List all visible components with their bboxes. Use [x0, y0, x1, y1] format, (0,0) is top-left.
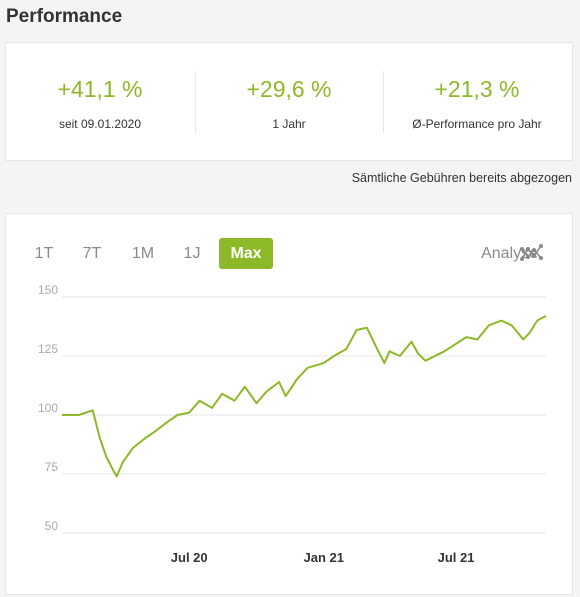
x-tick-label: Jan 21	[303, 550, 343, 565]
stat-one-year-value: +29,6 %	[246, 76, 332, 102]
y-tick-label: 150	[38, 283, 58, 297]
stat-total-value: +41,1 %	[57, 76, 143, 102]
tab-7t[interactable]: 7T	[82, 245, 102, 262]
stat-one-year: +29,6 % 1 Jahr	[195, 43, 383, 160]
stat-avg-per-year: +21,3 % Ø-Performance pro Jahr	[383, 43, 571, 160]
y-tick-label: 50	[45, 519, 59, 533]
performance-chart: 50 75 100 125 150 Jul 20 Jan 21 Jul 21	[38, 283, 547, 565]
scatter-chart-icon[interactable]	[520, 242, 544, 264]
tab-max[interactable]: Max	[219, 238, 273, 269]
fees-note: Sämtliche Gebühren bereits abgezogen	[351, 171, 572, 185]
tab-1j[interactable]: 1J	[183, 245, 201, 262]
stat-one-year-label: 1 Jahr	[272, 117, 306, 131]
stat-total-label: seit 09.01.2020	[58, 117, 142, 131]
page-title: Performance	[6, 6, 123, 27]
range-tabs: 1T 7T 1M 1J Max Analyse	[6, 214, 572, 274]
divider	[195, 71, 196, 133]
stat-avg-per-year-label: Ø-Performance pro Jahr	[412, 117, 542, 131]
performance-line	[62, 315, 547, 478]
y-tick-label: 100	[38, 401, 58, 415]
performance-summary-card: +41,1 % seit 09.01.2020 +29,6 % 1 Jahr +…	[5, 42, 573, 161]
x-tick-label: Jul 21	[438, 550, 475, 565]
divider	[383, 71, 384, 133]
tab-1m[interactable]: 1M	[131, 245, 155, 262]
y-tick-label: 75	[45, 460, 59, 474]
tab-1t[interactable]: 1T	[34, 245, 54, 262]
y-tick-label: 125	[38, 342, 58, 356]
stat-avg-per-year-value: +21,3 %	[434, 76, 520, 102]
stat-total: +41,1 % seit 09.01.2020	[6, 43, 194, 160]
chart-card: 1T 7T 1M 1J Max Analyse 50 75 100 125 150 Jul…	[5, 213, 573, 595]
x-tick-label: Jul 20	[171, 550, 208, 565]
